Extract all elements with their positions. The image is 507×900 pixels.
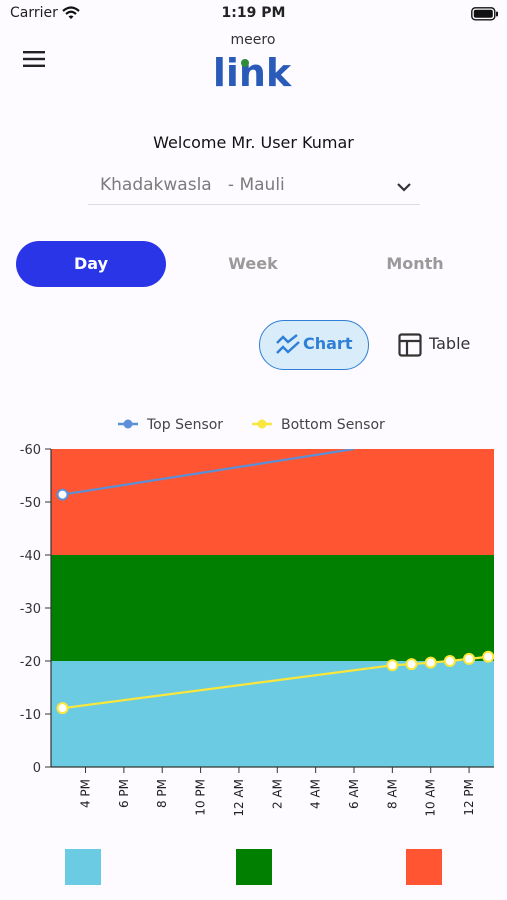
logo-dot-icon bbox=[241, 59, 249, 67]
x-tick-label-5: 2 AM bbox=[270, 779, 284, 809]
menu-button[interactable] bbox=[22, 48, 48, 70]
table-icon bbox=[398, 333, 422, 361]
series-1-point-4 bbox=[443, 655, 456, 667]
tab-day[interactable]: Day bbox=[16, 241, 166, 287]
series-1-point-6 bbox=[482, 650, 495, 663]
logo-top-text: meero bbox=[231, 32, 276, 48]
tab-month[interactable]: Month bbox=[386, 254, 444, 273]
y-tick-label-3: -30 bbox=[20, 602, 41, 617]
legend-marker-1 bbox=[257, 419, 267, 429]
carrier-label: Carrier bbox=[10, 5, 58, 21]
x-tick-label-7: 6 AM bbox=[347, 779, 361, 809]
band-high-swatch bbox=[406, 849, 442, 885]
chart-view-label: Chart bbox=[303, 334, 353, 353]
series-1-point-3 bbox=[424, 656, 437, 669]
y-tick-label-6: -60 bbox=[20, 443, 41, 458]
series-line-0 bbox=[62, 449, 355, 496]
x-tick-label-2: 8 PM bbox=[155, 779, 169, 808]
band-low-swatch bbox=[65, 849, 101, 885]
y-tick-label-0: 0 bbox=[33, 761, 41, 776]
logo-bottom-text: link bbox=[213, 51, 292, 90]
series-1-point-5 bbox=[463, 652, 476, 665]
y-tick-label-2: -20 bbox=[20, 655, 41, 670]
app-logo: meero link bbox=[212, 30, 294, 95]
x-tick-label-8: 8 AM bbox=[385, 779, 399, 809]
legend-label-1: Bottom Sensor bbox=[281, 417, 385, 433]
battery-icon bbox=[471, 6, 499, 25]
x-tick-label-1: 6 PM bbox=[117, 779, 131, 808]
table-view-button[interactable]: Table bbox=[392, 320, 492, 370]
status-bar: Carrier 1:19 PM bbox=[0, 0, 507, 28]
band-mid-swatch bbox=[236, 849, 272, 885]
table-view-label: Table bbox=[429, 334, 471, 353]
series-1-point-0 bbox=[56, 702, 69, 715]
y-tick-label-1: -10 bbox=[20, 708, 41, 723]
y-tick-label-5: -50 bbox=[20, 496, 41, 511]
wifi-icon bbox=[62, 5, 80, 24]
chart-band-2 bbox=[51, 449, 494, 555]
chart-band-0 bbox=[51, 661, 494, 767]
x-tick-label-3: 10 PM bbox=[194, 779, 208, 816]
series-1-point-1 bbox=[386, 659, 399, 672]
x-tick-label-10: 12 PM bbox=[462, 779, 476, 816]
status-time: 1:19 PM bbox=[221, 5, 286, 21]
x-tick-label-9: 10 AM bbox=[424, 779, 438, 817]
legend-marker-0 bbox=[123, 419, 133, 429]
chart-view-button[interactable]: Chart bbox=[259, 320, 369, 370]
location-value: Khadakwasla - Mauli bbox=[100, 175, 285, 195]
location-dropdown[interactable]: Khadakwasla - Mauli bbox=[88, 168, 420, 205]
welcome-text: Welcome Mr. User Kumar bbox=[153, 133, 354, 152]
chart-icon bbox=[275, 333, 301, 361]
y-tick-label-4: -40 bbox=[20, 549, 41, 564]
legend-label-0: Top Sensor bbox=[146, 417, 223, 433]
series-0-point-0 bbox=[56, 488, 69, 501]
sensor-chart: 0 -10 -20 -30 -40 -50 -60 4 PM 6 PM 8 PM 10 PM 12 A… bbox=[20, 417, 495, 817]
x-tick-label-4: 12 AM bbox=[232, 779, 246, 817]
tab-week[interactable]: Week bbox=[228, 254, 278, 273]
chart-band-1 bbox=[51, 555, 494, 661]
x-tick-label-6: 4 AM bbox=[309, 779, 323, 809]
chevron-down-icon bbox=[396, 178, 412, 197]
hamburger-icon bbox=[23, 51, 45, 67]
series-1-point-2 bbox=[405, 658, 418, 671]
x-tick-label-0: 4 PM bbox=[79, 779, 93, 808]
